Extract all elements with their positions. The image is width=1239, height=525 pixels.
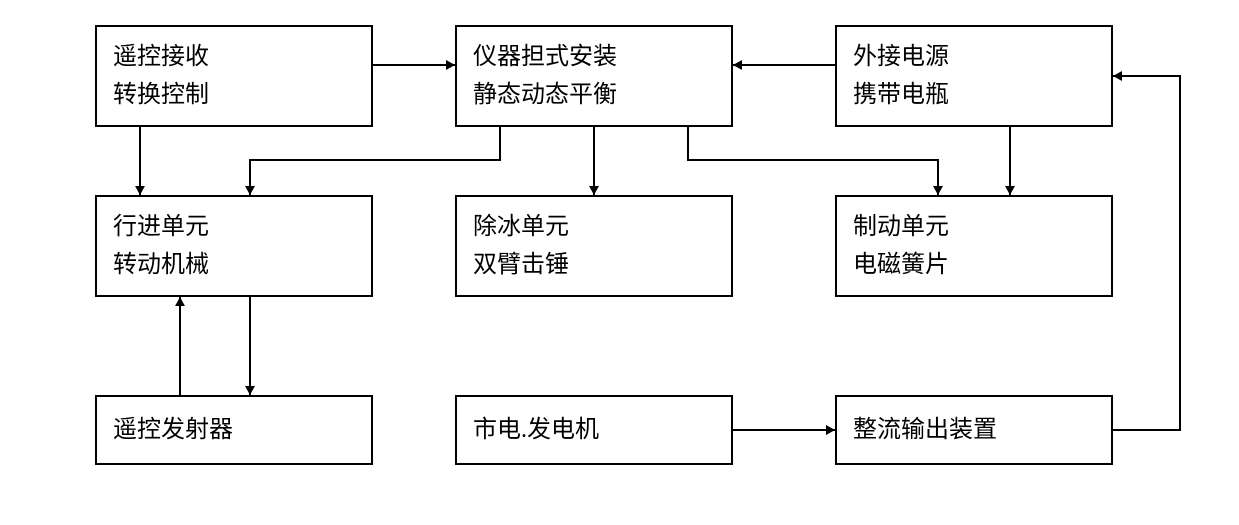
box-line1: 除冰单元 [473, 208, 715, 246]
box-deicing: 除冰单元双臂击锤 [455, 195, 733, 297]
box-line1: 整流输出装置 [853, 411, 1095, 449]
box-ext_power: 外接电源携带电瓶 [835, 25, 1113, 127]
arrow-ext_power-to-instrument [733, 60, 835, 70]
box-line2: 静态动态平衡 [473, 76, 715, 114]
box-brake: 制动单元电磁簧片 [835, 195, 1113, 297]
box-line1: 仪器担式安装 [473, 38, 715, 76]
box-travel: 行进单元转动机械 [95, 195, 373, 297]
arrow-instrument-to-brake [688, 127, 943, 195]
arrow-ext_power-to-brake [1005, 127, 1015, 195]
box-line1: 制动单元 [853, 208, 1095, 246]
arrow-instrument-to-deicing [589, 127, 599, 195]
box-line1: 遥控接收 [113, 38, 355, 76]
box-line2: 转动机械 [113, 246, 355, 284]
box-line2: 携带电瓶 [853, 76, 1095, 114]
arrow-travel-to-remote_tx [245, 297, 255, 395]
arrow-instrument-to-travel [245, 127, 500, 195]
box-remote_rx: 遥控接收转换控制 [95, 25, 373, 127]
box-line1: 外接电源 [853, 38, 1095, 76]
box-instrument: 仪器担式安装静态动态平衡 [455, 25, 733, 127]
box-rectifier: 整流输出装置 [835, 395, 1113, 465]
box-line2: 双臂击锤 [473, 246, 715, 284]
arrow-mains-to-rectifier [733, 425, 835, 435]
box-remote_tx: 遥控发射器 [95, 395, 373, 465]
arrow-remote_rx-to-travel [135, 127, 145, 195]
box-line1: 行进单元 [113, 208, 355, 246]
box-line1: 遥控发射器 [113, 411, 355, 449]
arrow-rectifier-to-ext_power [1113, 71, 1180, 430]
box-mains: 市电.发电机 [455, 395, 733, 465]
arrow-remote_tx-to-travel [175, 297, 185, 395]
arrow-remote_rx-to-instrument [373, 60, 455, 70]
box-line2: 转换控制 [113, 76, 355, 114]
box-line1: 市电.发电机 [473, 411, 715, 449]
box-line2: 电磁簧片 [853, 246, 1095, 284]
